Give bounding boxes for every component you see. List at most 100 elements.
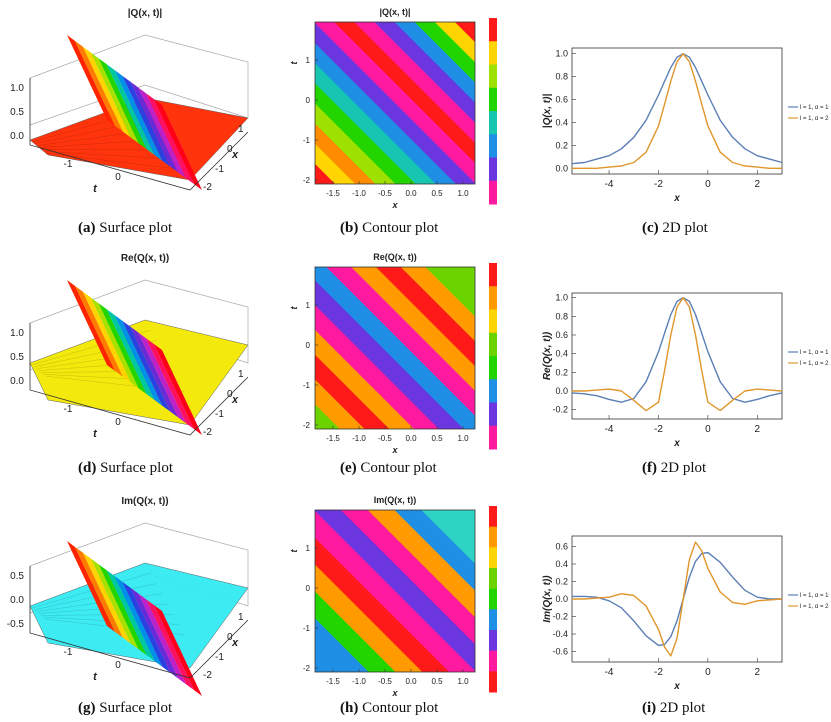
ridge-band [98,303,147,395]
ridge-band [82,46,131,138]
contour-band [315,267,475,429]
x-tick-label: -1.0 [352,189,366,198]
x-axis-label: x [673,193,680,204]
contour-y-label: t [289,306,299,310]
y-tick-label: -0.2 [552,405,568,415]
y-tick-label: -0.4 [552,629,568,639]
ridge-band [146,93,195,185]
y-tick-label: 0 [306,96,311,105]
caption-label: (f) [642,460,657,476]
line-plot-3: -4 -2 0 2 -0.6 -0.4 -0.2 0.0 0.2 0.4 0.6 x Im(Q(x, t… [542,535,829,692]
contour-frame [314,21,476,185]
series-line-2 [572,541,783,657]
caption-text: Contour plot [358,220,439,236]
contour-bands [315,267,475,429]
legend-swatch [489,630,497,652]
contour-band [315,353,391,429]
legend-swatch [489,286,497,310]
y-tick-label: 1.0 [555,49,568,59]
ridge-band [130,587,179,679]
x-tick-label: -0.5 [378,434,392,443]
ridge-band [122,581,171,673]
y-tick-label: -0.6 [552,647,568,657]
x-tick-label: 0 [227,632,233,643]
caption-text: Surface plot [96,460,173,476]
contour-band [421,510,475,564]
contour-plot-3: Im(Q(x, t)) -1.5 -1.0 -0.5 0.0 0.5 1.0 x 1 0 -1 -2 t [289,495,497,698]
x-tick-label: 0 [705,667,711,678]
y-tick-label: 0.0 [555,163,568,173]
contour-bands [315,22,475,184]
x-tick-label: 0.0 [405,677,417,686]
x-tick-label: 0.5 [431,434,443,443]
surface-ridge [67,280,202,435]
x-tick-label: -2 [203,182,212,193]
caption-text: Surface plot [95,220,173,236]
x-axis-label: x [673,438,680,449]
x-tick-label: 2 [755,179,761,190]
series-line-2 [572,52,782,170]
contour-x-label: x [391,445,398,455]
ridge-band [98,564,147,656]
y-tick-label: 0.2 [555,577,568,587]
t-tick-label: -1 [64,647,73,658]
x-tick-label: -2 [654,667,663,678]
legend-swatch [489,547,497,569]
legend-swatch [489,332,497,357]
contour-band [315,378,366,429]
x-tick-label: 0 [705,179,711,190]
x-tick-label: -2 [203,670,212,681]
y-tick-label: 1 [306,56,311,65]
ridge-band [106,309,155,400]
ridge-band [82,552,131,644]
contour-band [454,22,475,43]
ridge-band [146,338,195,430]
ridge-band [114,315,163,406]
y-tick-label: -2 [303,664,311,673]
contour-y-label: t [289,61,299,65]
contour-frame [314,266,476,430]
surface-ridge [67,541,202,696]
floor-grid [43,151,179,160]
x-tick-label: -1.5 [326,434,340,443]
x-tick-label: -2 [654,179,663,190]
ridge-band [138,593,187,685]
x-tick-label: -2 [654,424,663,435]
series-line-2 [572,296,783,412]
ridge-band [67,280,115,371]
caption-label: (h) [340,700,359,716]
x-tick-label: 0.0 [405,189,417,198]
surface-title: Re(Q(x, t)) [121,253,169,264]
y-tick-label: 0.0 [555,594,568,604]
y-tick-label: 0.8 [555,72,568,82]
contour-band [450,267,475,292]
caption: (a) Surface plot [78,220,172,237]
y-tick-label: 0.4 [555,559,568,569]
contour-band [367,510,475,618]
caption-text: 2D plot [658,220,708,236]
x-tick-label: -1 [215,409,224,420]
x-tick-label: 0 [227,144,233,155]
caption-label: (a) [78,220,96,236]
x-tick-label: 1.0 [457,677,469,686]
surface-ridge [67,35,202,190]
ridge-band [146,599,195,691]
contour-x-label: x [391,200,398,210]
y-tick-label: 0.0 [555,386,568,396]
line-plot-1: -4 -2 0 2 0.0 0.2 0.4 0.6 0.8 1.0 x |Q(x, t)| l = 1,… [542,47,829,204]
ridge-band [67,541,115,632]
caption-text: Contour plot [356,460,437,476]
legend-swatch [489,568,497,590]
contour-y-label: t [289,549,299,553]
legend-swatch [489,402,497,427]
legend-swatch [489,157,497,182]
ridge-band [154,605,202,696]
legend-swatch [489,134,497,158]
caption-label: (g) [78,700,96,716]
t-axis-label: t [93,428,98,440]
x-tick-label: 0.5 [431,677,443,686]
legend-swatch [489,506,497,528]
t-tick-label: -1 [64,404,73,415]
